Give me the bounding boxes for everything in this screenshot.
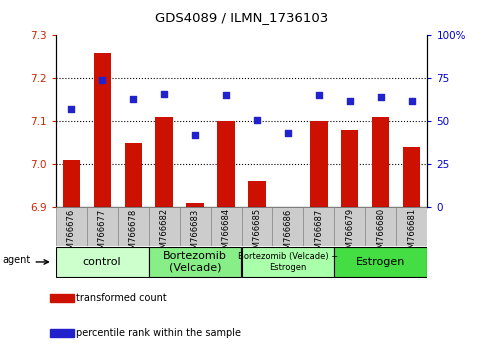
Text: GSM766681: GSM766681 <box>408 208 416 259</box>
Point <box>222 93 230 98</box>
Text: agent: agent <box>3 255 31 266</box>
Bar <box>211 207 242 246</box>
Bar <box>125 143 142 207</box>
Text: GSM766682: GSM766682 <box>159 208 169 259</box>
Bar <box>403 147 421 207</box>
Point <box>129 96 137 102</box>
Point <box>284 130 292 136</box>
Text: transformed count: transformed count <box>76 293 167 303</box>
Bar <box>397 207 427 246</box>
Text: GSM766678: GSM766678 <box>128 208 138 259</box>
Point <box>408 98 416 103</box>
Text: GSM766685: GSM766685 <box>253 208 261 259</box>
Bar <box>372 117 389 207</box>
Bar <box>248 181 266 207</box>
Bar <box>149 247 242 277</box>
Point <box>67 107 75 112</box>
Bar <box>334 207 366 246</box>
Text: Bortezomib (Velcade) +
Estrogen: Bortezomib (Velcade) + Estrogen <box>238 252 338 272</box>
Text: Estrogen: Estrogen <box>356 257 406 267</box>
Point <box>98 77 106 83</box>
Bar <box>242 207 272 246</box>
Text: control: control <box>83 257 121 267</box>
Bar <box>117 207 149 246</box>
Text: GSM766680: GSM766680 <box>376 208 385 259</box>
Bar <box>56 247 149 277</box>
Text: GSM766687: GSM766687 <box>314 208 324 259</box>
Text: GSM766679: GSM766679 <box>345 208 355 259</box>
Point <box>160 91 168 97</box>
Point <box>315 93 323 98</box>
Bar <box>341 130 358 207</box>
Text: Bortezomib
(Velcade): Bortezomib (Velcade) <box>163 251 227 273</box>
Bar <box>149 207 180 246</box>
Text: GSM766684: GSM766684 <box>222 208 230 259</box>
Bar <box>94 53 111 207</box>
Text: GSM766677: GSM766677 <box>98 208 107 259</box>
Text: GSM766686: GSM766686 <box>284 208 293 259</box>
Bar <box>334 247 427 277</box>
Bar <box>311 121 327 207</box>
Bar <box>56 207 86 246</box>
Bar <box>366 207 397 246</box>
Text: percentile rank within the sample: percentile rank within the sample <box>76 328 242 338</box>
Point <box>253 117 261 122</box>
Bar <box>156 117 172 207</box>
Bar <box>50 329 74 337</box>
Bar <box>303 207 334 246</box>
Text: GSM766676: GSM766676 <box>67 208 75 259</box>
Point <box>346 98 354 103</box>
Bar <box>86 207 117 246</box>
Bar <box>180 207 211 246</box>
Point <box>191 132 199 138</box>
Bar <box>272 207 303 246</box>
Text: GSM766683: GSM766683 <box>190 208 199 259</box>
Bar <box>50 294 74 302</box>
Bar <box>217 121 235 207</box>
Bar <box>62 160 80 207</box>
Text: GDS4089 / ILMN_1736103: GDS4089 / ILMN_1736103 <box>155 11 328 24</box>
Point <box>377 95 385 100</box>
Bar <box>186 203 203 207</box>
Bar <box>242 247 334 277</box>
